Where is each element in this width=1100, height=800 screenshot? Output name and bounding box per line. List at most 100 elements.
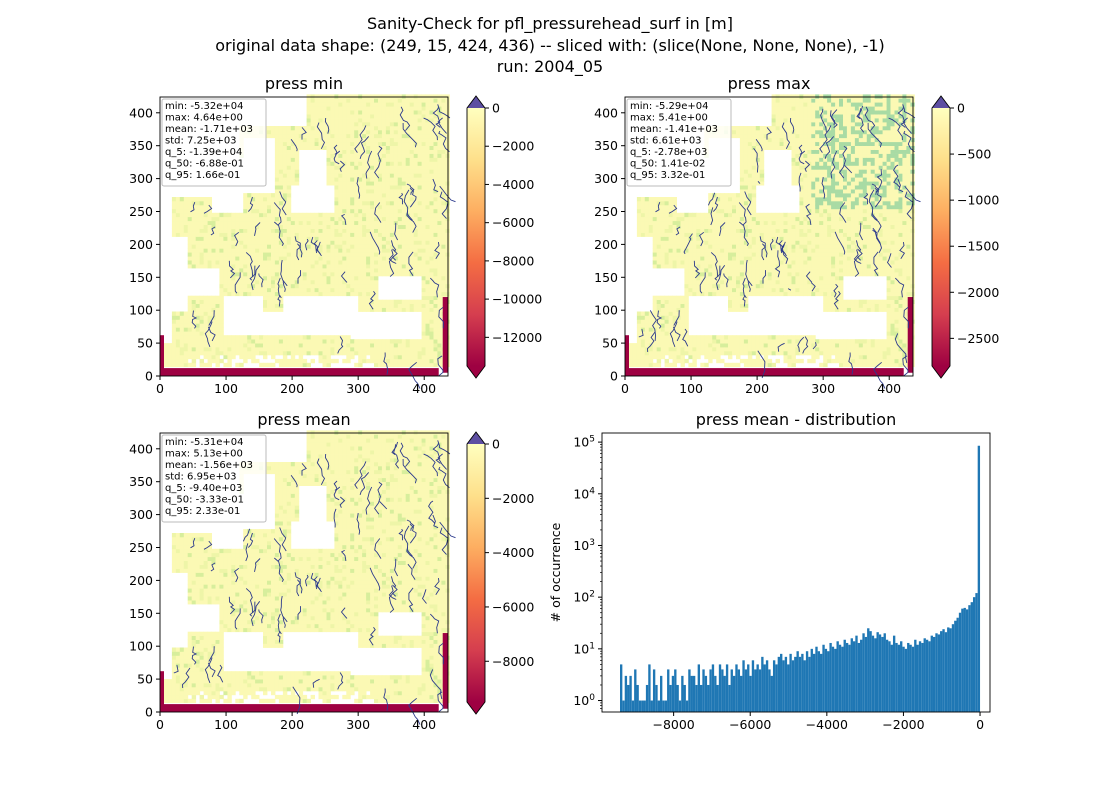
land-cell bbox=[358, 283, 363, 289]
land-cell bbox=[704, 351, 709, 356]
land-cell bbox=[255, 232, 260, 237]
land-cell bbox=[708, 276, 713, 281]
land-cell bbox=[393, 137, 399, 143]
land-cell bbox=[799, 343, 804, 348]
land-cell bbox=[286, 264, 292, 269]
land-cell bbox=[338, 133, 343, 139]
land-cell bbox=[397, 137, 403, 143]
land-cell bbox=[330, 216, 335, 222]
land-cell bbox=[342, 248, 347, 253]
land-cell bbox=[660, 201, 666, 206]
land-cell bbox=[358, 244, 363, 249]
land-cell bbox=[787, 339, 792, 344]
land-cell bbox=[736, 252, 741, 257]
land-cell bbox=[278, 161, 284, 166]
land-cell bbox=[211, 323, 216, 328]
land-cell bbox=[755, 272, 761, 277]
land-cell bbox=[664, 331, 669, 336]
land-cell bbox=[704, 240, 709, 245]
land-cell bbox=[421, 287, 426, 293]
land-cell bbox=[199, 311, 204, 316]
land-cell bbox=[437, 141, 442, 146]
land-cell bbox=[429, 252, 434, 257]
land-cell bbox=[429, 343, 434, 348]
land-cell bbox=[397, 351, 403, 356]
land-cell bbox=[302, 212, 308, 218]
river-line bbox=[408, 361, 421, 389]
land-cell bbox=[409, 161, 415, 166]
land-cell bbox=[413, 102, 419, 107]
land-cell bbox=[294, 216, 300, 222]
land-cell bbox=[393, 204, 399, 210]
land-cell bbox=[350, 343, 355, 348]
land-cell bbox=[374, 347, 379, 352]
land-cell bbox=[644, 358, 650, 364]
land-cell bbox=[441, 165, 446, 170]
land-cell bbox=[282, 283, 288, 289]
land-cell bbox=[437, 208, 442, 214]
land-cell bbox=[421, 260, 426, 265]
land-cell bbox=[712, 204, 717, 210]
land-cell bbox=[334, 161, 339, 166]
land-cell bbox=[326, 291, 331, 297]
land-cell bbox=[755, 169, 761, 174]
land-cell bbox=[267, 279, 272, 285]
land-cell bbox=[381, 173, 387, 178]
land-cell bbox=[175, 204, 181, 210]
land-cell bbox=[763, 129, 769, 135]
land-cell bbox=[696, 260, 701, 265]
land-cell bbox=[199, 323, 204, 328]
land-cell bbox=[437, 126, 442, 131]
land-cell bbox=[743, 145, 749, 150]
land-cell bbox=[676, 236, 681, 241]
land-cell bbox=[187, 319, 193, 324]
land-cell bbox=[282, 189, 288, 194]
river-line bbox=[369, 231, 381, 255]
land-cell bbox=[401, 197, 407, 202]
land-cell bbox=[708, 252, 713, 257]
land-cell bbox=[771, 287, 776, 293]
land-cell bbox=[656, 248, 662, 253]
land-cell bbox=[271, 264, 276, 269]
land-cell bbox=[322, 212, 327, 218]
land-cell bbox=[783, 339, 788, 344]
land-cell bbox=[298, 126, 304, 131]
land-cell bbox=[720, 244, 725, 249]
land-cell bbox=[278, 126, 284, 131]
land-cell bbox=[366, 197, 371, 202]
land-cell bbox=[425, 272, 430, 277]
land-cell bbox=[739, 173, 745, 178]
land-cell bbox=[354, 339, 359, 344]
land-cell bbox=[318, 268, 323, 273]
land-cell bbox=[302, 137, 308, 143]
land-cell bbox=[302, 228, 308, 233]
land-cell bbox=[704, 268, 709, 273]
land-cell bbox=[755, 161, 761, 166]
land-cell bbox=[227, 272, 232, 277]
land-cell bbox=[374, 276, 379, 281]
land-cell bbox=[187, 299, 193, 304]
land-cell bbox=[195, 236, 201, 241]
river-line bbox=[406, 211, 417, 233]
land-cell bbox=[652, 299, 658, 304]
land-cell bbox=[437, 189, 442, 194]
land-cell bbox=[636, 358, 642, 364]
land-cell bbox=[743, 189, 749, 194]
land-cell bbox=[207, 315, 212, 320]
land-cell bbox=[636, 323, 642, 328]
land-cell bbox=[437, 193, 442, 198]
land-cell bbox=[783, 276, 788, 281]
land-cell bbox=[330, 153, 335, 158]
land-cell bbox=[755, 279, 761, 285]
colorbar-0: 0−2000−4000−6000−8000−10000−12000 bbox=[466, 95, 542, 379]
land-cell bbox=[708, 228, 713, 233]
land-cell bbox=[330, 98, 335, 103]
land-cell bbox=[724, 291, 729, 297]
land-cell bbox=[739, 236, 745, 241]
land-cell bbox=[676, 323, 681, 328]
land-cell bbox=[381, 240, 387, 245]
land-cell bbox=[668, 354, 673, 360]
land-cell bbox=[716, 201, 721, 206]
land-cell bbox=[771, 220, 776, 225]
land-cell bbox=[243, 335, 248, 340]
